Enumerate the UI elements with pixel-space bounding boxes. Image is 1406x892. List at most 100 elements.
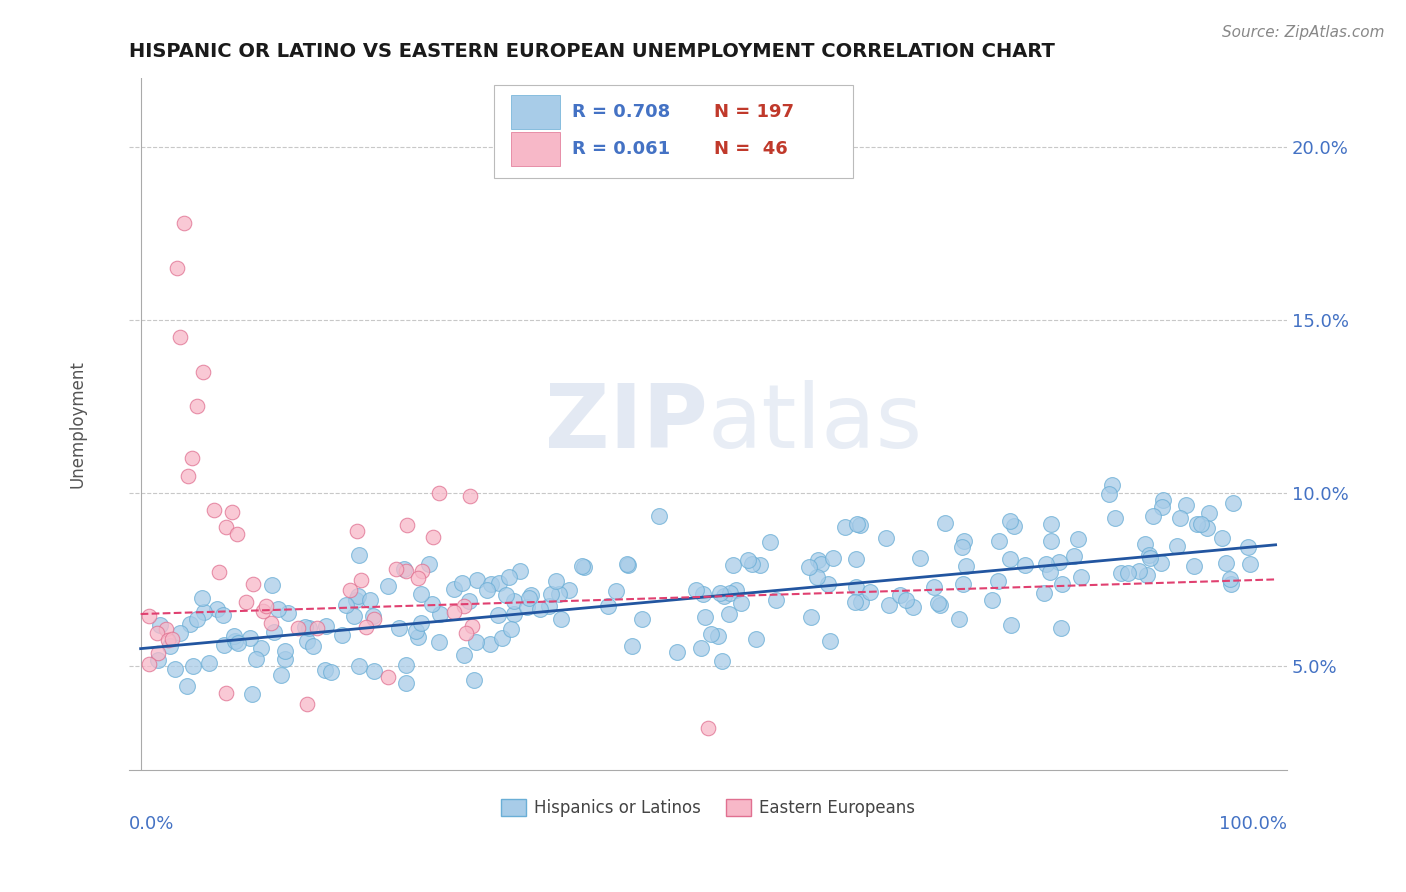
Point: [461, 619, 484, 633]
Point: [395, 657, 418, 672]
Point: [205, 602, 228, 616]
Point: [226, 527, 249, 541]
Point: [1035, 557, 1057, 571]
Point: [1039, 565, 1062, 579]
Point: [267, 602, 290, 616]
Point: [191, 365, 214, 379]
Point: [1002, 518, 1025, 533]
Point: [146, 626, 169, 640]
Point: [520, 589, 543, 603]
Point: [405, 624, 427, 638]
Point: [157, 632, 180, 647]
Point: [718, 607, 741, 622]
Point: [224, 629, 246, 643]
Point: [359, 593, 381, 607]
Point: [1033, 585, 1056, 599]
Point: [339, 582, 361, 597]
Point: [1239, 557, 1261, 571]
Point: [1150, 556, 1173, 570]
Point: [1185, 516, 1208, 531]
Point: [710, 654, 733, 668]
Point: [910, 551, 932, 566]
Point: [1182, 558, 1205, 573]
Point: [163, 662, 186, 676]
FancyBboxPatch shape: [512, 95, 560, 129]
Point: [630, 612, 652, 626]
Point: [1063, 549, 1085, 563]
Point: [502, 607, 524, 622]
Point: [422, 530, 444, 544]
Point: [557, 583, 579, 598]
Point: [377, 579, 399, 593]
Point: [730, 596, 752, 610]
Point: [849, 595, 872, 609]
Point: [305, 621, 328, 635]
Point: [186, 612, 208, 626]
Point: [1219, 572, 1241, 586]
Point: [226, 636, 249, 650]
Point: [224, 634, 246, 648]
Point: [875, 531, 897, 545]
Point: [270, 668, 292, 682]
Point: [922, 580, 945, 594]
Point: [498, 570, 520, 584]
Point: [621, 640, 644, 654]
Point: [314, 663, 336, 677]
Point: [146, 653, 169, 667]
Point: [1116, 566, 1139, 581]
Point: [810, 557, 832, 571]
Point: [479, 637, 502, 651]
Point: [361, 609, 384, 624]
Point: [260, 578, 283, 592]
Point: [845, 552, 868, 566]
Point: [1198, 506, 1220, 520]
Point: [221, 505, 243, 519]
Point: [948, 612, 970, 626]
Text: atlas: atlas: [709, 380, 924, 467]
Point: [277, 606, 299, 620]
Point: [1039, 517, 1062, 532]
Point: [955, 559, 977, 574]
Point: [176, 679, 198, 693]
Point: [491, 632, 513, 646]
Point: [479, 577, 502, 591]
Point: [330, 627, 353, 641]
Point: [395, 564, 418, 578]
Point: [1219, 577, 1241, 591]
Point: [546, 574, 568, 588]
Point: [845, 580, 868, 594]
Point: [420, 597, 443, 611]
Point: [666, 644, 689, 658]
Point: [155, 622, 177, 636]
Point: [169, 330, 191, 344]
Point: [697, 721, 720, 735]
Point: [138, 609, 160, 624]
Point: [1047, 555, 1070, 569]
Point: [363, 664, 385, 678]
Point: [349, 549, 371, 563]
Point: [889, 589, 911, 603]
Point: [191, 591, 214, 606]
Point: [605, 584, 627, 599]
Point: [834, 520, 856, 534]
Point: [845, 516, 868, 531]
Text: N =  46: N = 46: [714, 140, 787, 158]
Point: [950, 540, 973, 554]
Point: [1215, 557, 1237, 571]
Point: [1111, 566, 1133, 581]
Point: [208, 566, 231, 580]
Point: [149, 618, 172, 632]
Point: [1067, 532, 1090, 546]
Point: [211, 608, 233, 623]
Point: [720, 586, 742, 600]
Text: 0.0%: 0.0%: [129, 814, 174, 833]
Point: [1101, 478, 1123, 492]
Point: [495, 588, 517, 602]
Point: [411, 565, 433, 579]
Point: [193, 606, 215, 620]
FancyBboxPatch shape: [512, 132, 560, 166]
Point: [295, 697, 318, 711]
Point: [321, 665, 343, 679]
Point: [1133, 537, 1156, 551]
Point: [685, 582, 707, 597]
